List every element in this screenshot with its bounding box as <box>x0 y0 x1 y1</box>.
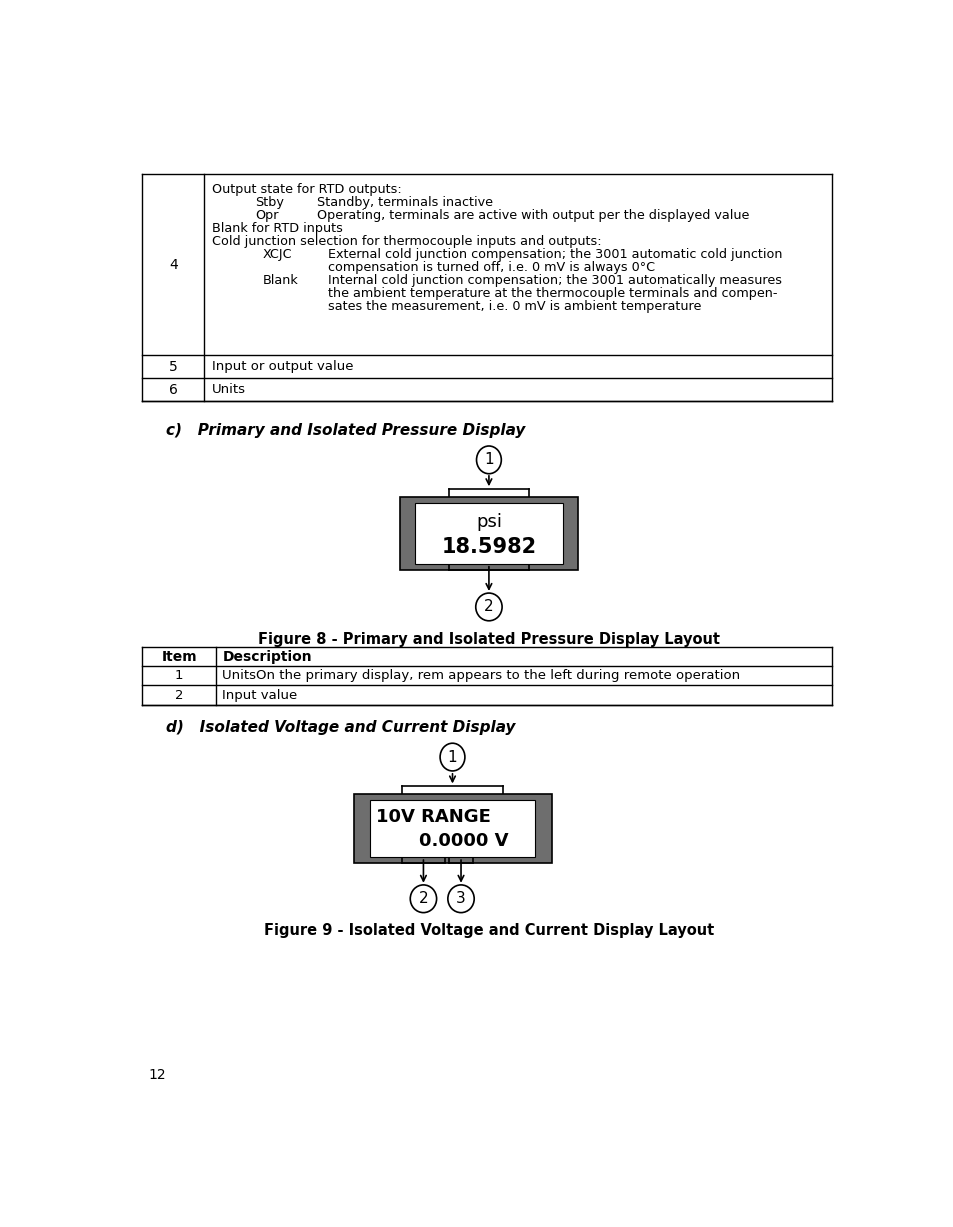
Text: UnitsOn the primary display, rem appears to the left during remote operation: UnitsOn the primary display, rem appears… <box>222 670 740 682</box>
Ellipse shape <box>439 744 464 771</box>
Bar <box>354 794 551 864</box>
Text: 2: 2 <box>175 688 183 702</box>
Ellipse shape <box>447 885 474 913</box>
Text: 1: 1 <box>483 453 494 467</box>
Text: Stby: Stby <box>254 196 283 209</box>
Text: Figure 9 - Isolated Voltage and Current Display Layout: Figure 9 - Isolated Voltage and Current … <box>264 924 713 939</box>
Text: Item: Item <box>161 649 197 664</box>
Text: Standby, terminals inactive: Standby, terminals inactive <box>316 196 493 209</box>
Text: Output state for RTD outputs:: Output state for RTD outputs: <box>212 183 401 195</box>
Text: compensation is turned off, i.e. 0 mV is always 0°C: compensation is turned off, i.e. 0 mV is… <box>328 261 655 274</box>
Text: the ambient temperature at the thermocouple terminals and compen-: the ambient temperature at the thermocou… <box>328 287 778 301</box>
Text: 2: 2 <box>483 600 494 615</box>
Text: 10V RANGE: 10V RANGE <box>375 809 490 826</box>
Text: Input value: Input value <box>222 688 297 702</box>
Text: Input or output value: Input or output value <box>212 361 354 373</box>
Ellipse shape <box>410 885 436 913</box>
Text: Blank for RTD inputs: Blank for RTD inputs <box>212 222 343 234</box>
Text: 1: 1 <box>447 750 456 764</box>
Bar <box>369 800 535 858</box>
Text: Internal cold junction compensation; the 3001 automatically measures: Internal cold junction compensation; the… <box>328 275 781 287</box>
Text: 2: 2 <box>418 891 428 907</box>
Text: 5: 5 <box>169 360 177 374</box>
Text: 1: 1 <box>175 670 183 682</box>
Text: 4: 4 <box>169 258 177 271</box>
Text: Units: Units <box>212 383 246 396</box>
Bar <box>399 497 578 571</box>
Ellipse shape <box>476 445 500 474</box>
Text: XCJC: XCJC <box>262 248 292 261</box>
Text: psi: psi <box>476 513 501 531</box>
Text: Figure 8 - Primary and Isolated Pressure Display Layout: Figure 8 - Primary and Isolated Pressure… <box>257 632 720 647</box>
Text: Cold junction selection for thermocouple inputs and outputs:: Cold junction selection for thermocouple… <box>212 236 601 248</box>
Text: 0.0000 V: 0.0000 V <box>419 832 508 850</box>
Text: sates the measurement, i.e. 0 mV is ambient temperature: sates the measurement, i.e. 0 mV is ambi… <box>328 301 701 313</box>
Text: Blank: Blank <box>262 275 298 287</box>
Text: Opr: Opr <box>254 209 278 222</box>
Text: 12: 12 <box>149 1067 166 1082</box>
Text: d)   Isolated Voltage and Current Display: d) Isolated Voltage and Current Display <box>166 720 515 735</box>
Text: External cold junction compensation; the 3001 automatic cold junction: External cold junction compensation; the… <box>328 248 782 261</box>
Text: c)   Primary and Isolated Pressure Display: c) Primary and Isolated Pressure Display <box>166 423 524 438</box>
Text: 6: 6 <box>169 383 178 396</box>
Bar <box>415 503 562 564</box>
Ellipse shape <box>476 593 501 621</box>
Text: 3: 3 <box>456 891 465 907</box>
Text: Description: Description <box>222 649 312 664</box>
Text: 18.5982: 18.5982 <box>441 536 536 557</box>
Text: Operating, terminals are active with output per the displayed value: Operating, terminals are active with out… <box>316 209 748 222</box>
